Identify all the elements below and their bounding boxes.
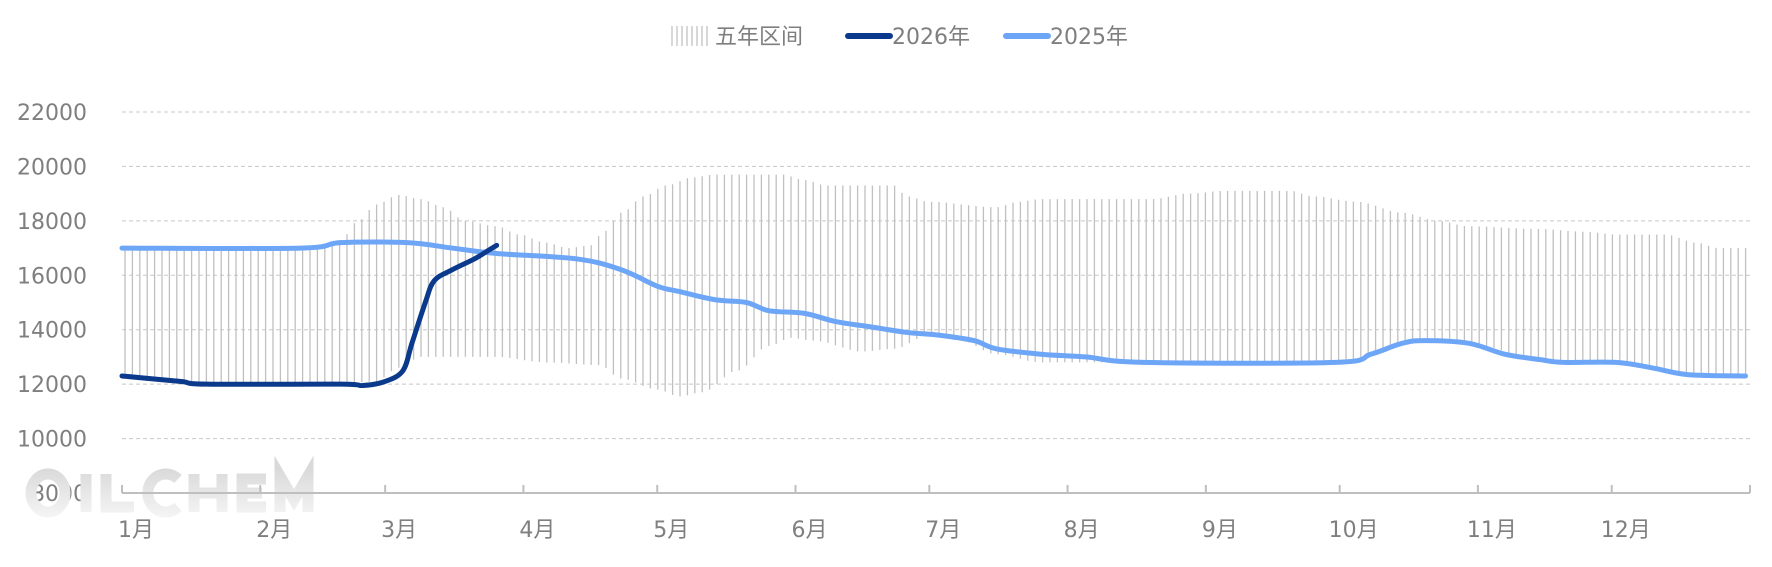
- x-tick-label: 5月: [653, 518, 689, 543]
- y-tick-label: 10000: [17, 428, 87, 453]
- watermark-letter: [274, 455, 314, 512]
- y-tick-label: 14000: [17, 319, 87, 344]
- series-line-2026: [119, 242, 500, 389]
- x-tick-label: 10月: [1329, 518, 1379, 543]
- y-tick-label: 22000: [17, 101, 87, 126]
- x-axis: 1月 2月 3月 4月 5月 6月 7月 8月 9月 10月 11月 12月: [118, 485, 1751, 543]
- x-tick-label: 1月: [118, 518, 154, 543]
- series-line-2025: [119, 239, 1749, 379]
- legend-label-2026: 2026年: [892, 25, 970, 50]
- y-tick-label: 18000: [17, 210, 87, 235]
- x-tick-label: 6月: [792, 518, 828, 543]
- x-tick-label: 11月: [1467, 518, 1517, 543]
- legend-range-swatch: [671, 26, 708, 46]
- x-tick-label: 12月: [1601, 518, 1651, 543]
- legend-label-range: 五年区间: [715, 25, 803, 50]
- watermark-letter: [25, 468, 71, 518]
- series-lines: [119, 239, 1749, 389]
- watermark-letter: [100, 474, 134, 513]
- legend: 五年区间 2026年 2025年: [671, 25, 1128, 50]
- x-tick-label: 4月: [519, 518, 555, 543]
- x-tick-label: 2月: [256, 518, 292, 543]
- legend-label-2025: 2025年: [1050, 25, 1128, 50]
- x-tick-label: 8月: [1064, 518, 1100, 543]
- y-tick-label: 16000: [17, 264, 87, 289]
- x-tick-label: 7月: [925, 518, 961, 543]
- five-year-range: [124, 174, 1747, 397]
- gridlines: [122, 111, 1750, 440]
- y-tick-label: 12000: [17, 373, 87, 398]
- y-tick-label: 20000: [17, 155, 87, 180]
- x-tick-label: 3月: [381, 518, 417, 543]
- x-tick-label: 9月: [1202, 518, 1238, 543]
